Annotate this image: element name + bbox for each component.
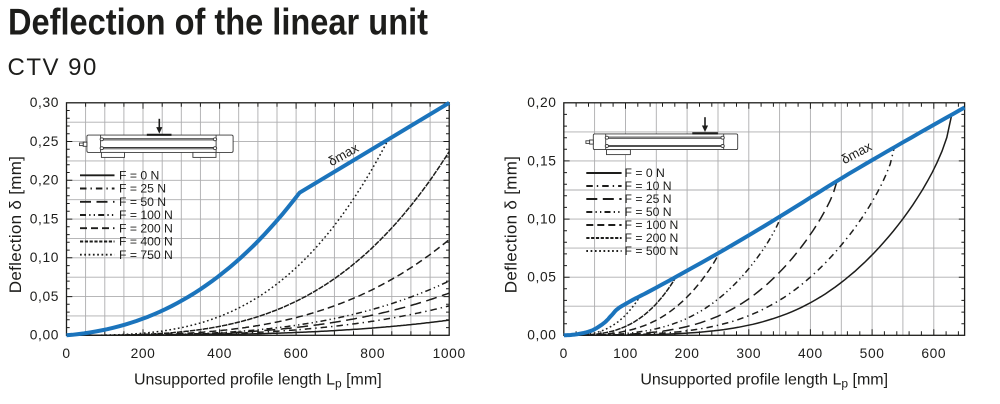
svg-text:Deflection of the linear unit: Deflection of the linear unit	[8, 2, 428, 43]
svg-text:600: 600	[921, 346, 946, 361]
svg-text:500: 500	[860, 346, 885, 361]
svg-text:400: 400	[798, 346, 823, 361]
svg-text:0: 0	[560, 346, 568, 361]
svg-text:100: 100	[613, 346, 638, 361]
svg-text:F = 750 N: F = 750 N	[119, 248, 173, 262]
svg-text:CTV 90: CTV 90	[8, 54, 98, 81]
svg-text:F = 500 N: F = 500 N	[625, 244, 679, 258]
svg-text:F = 0 N: F = 0 N	[625, 166, 665, 180]
svg-text:0,25: 0,25	[30, 134, 59, 149]
svg-text:0,10: 0,10	[527, 212, 556, 227]
svg-text:800: 800	[360, 346, 385, 361]
svg-text:200: 200	[675, 346, 700, 361]
svg-text:F = 25 N: F = 25 N	[625, 192, 672, 206]
svg-text:0,15: 0,15	[527, 153, 556, 168]
svg-text:Deflection δ [mm]: Deflection δ [mm]	[502, 156, 521, 293]
svg-text:F = 200 N: F = 200 N	[119, 221, 173, 235]
svg-text:300: 300	[736, 346, 761, 361]
svg-text:0,00: 0,00	[527, 328, 556, 343]
svg-text:0: 0	[62, 346, 70, 361]
svg-text:0,00: 0,00	[30, 328, 59, 343]
svg-text:0,20: 0,20	[30, 173, 59, 188]
svg-text:0,15: 0,15	[30, 211, 59, 226]
svg-text:Unsupported profile length Lp: Unsupported profile length Lp [mm]	[640, 372, 888, 391]
svg-text:F = 100 N: F = 100 N	[119, 208, 173, 222]
svg-text:F = 100 N: F = 100 N	[625, 218, 679, 232]
svg-text:600: 600	[284, 346, 309, 361]
svg-text:F = 10 N: F = 10 N	[625, 179, 672, 193]
svg-text:F = 25 N: F = 25 N	[119, 182, 166, 196]
svg-text:F = 50 N: F = 50 N	[625, 205, 672, 219]
svg-text:0,05: 0,05	[30, 289, 59, 304]
svg-text:F = 400 N: F = 400 N	[119, 235, 173, 249]
svg-text:400: 400	[207, 346, 232, 361]
svg-text:Unsupported profile length Lp: Unsupported profile length Lp [mm]	[134, 372, 382, 391]
svg-text:200: 200	[131, 346, 156, 361]
svg-text:F = 200 N: F = 200 N	[625, 231, 679, 245]
svg-text:0,30: 0,30	[30, 95, 59, 110]
svg-text:0,20: 0,20	[527, 95, 556, 110]
svg-text:F = 50 N: F = 50 N	[119, 195, 166, 209]
svg-text:1000: 1000	[433, 346, 466, 361]
svg-text:0,10: 0,10	[30, 250, 59, 265]
svg-text:Deflection δ [mm]: Deflection δ [mm]	[6, 156, 25, 293]
svg-text:0,05: 0,05	[527, 270, 556, 285]
svg-text:F = 0 N: F = 0 N	[119, 169, 159, 183]
